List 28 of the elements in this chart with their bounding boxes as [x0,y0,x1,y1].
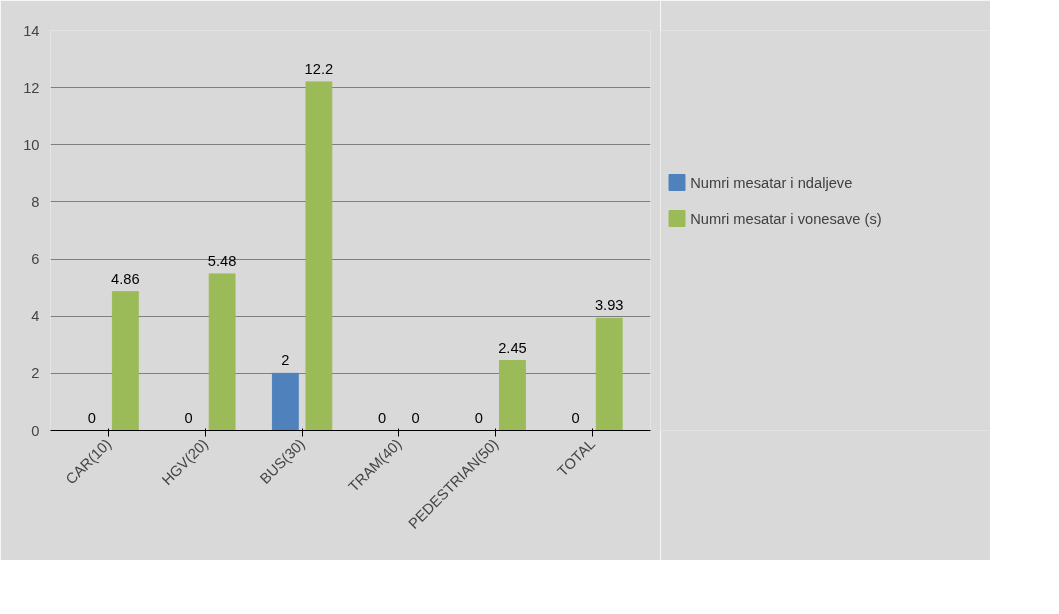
data-label: 2 [281,352,290,369]
data-label: 2.45 [498,339,527,356]
bar [499,360,526,431]
bar [111,291,139,431]
y-tick-label: 10 [23,136,40,153]
bar [595,317,623,431]
y-tick-label: 6 [31,251,40,268]
data-label: 3.93 [594,297,624,314]
legend-label: Numri mesatar i ndaljeve [690,174,853,191]
bar [271,372,299,431]
data-label: 5.48 [207,252,237,269]
y-tick-label: 14 [23,22,40,39]
bar [208,273,236,431]
data-label: 0 [87,409,96,426]
data-label: 0 [571,409,580,426]
y-tick-label: 8 [31,193,40,210]
data-label: 0 [378,409,387,426]
data-label: 0 [411,409,420,426]
y-tick-label: 4 [31,308,40,325]
data-label: 0 [474,409,483,426]
y-tick-label: 12 [23,79,40,96]
y-tick-label: 0 [31,422,40,439]
y-tick-label: 2 [31,365,40,382]
bar [305,81,333,431]
data-label: 12.2 [304,60,334,77]
legend-label: Numri mesatar i vonesave (s) [690,210,882,227]
data-label: 4.86 [111,270,140,287]
data-label: 0 [184,409,193,426]
